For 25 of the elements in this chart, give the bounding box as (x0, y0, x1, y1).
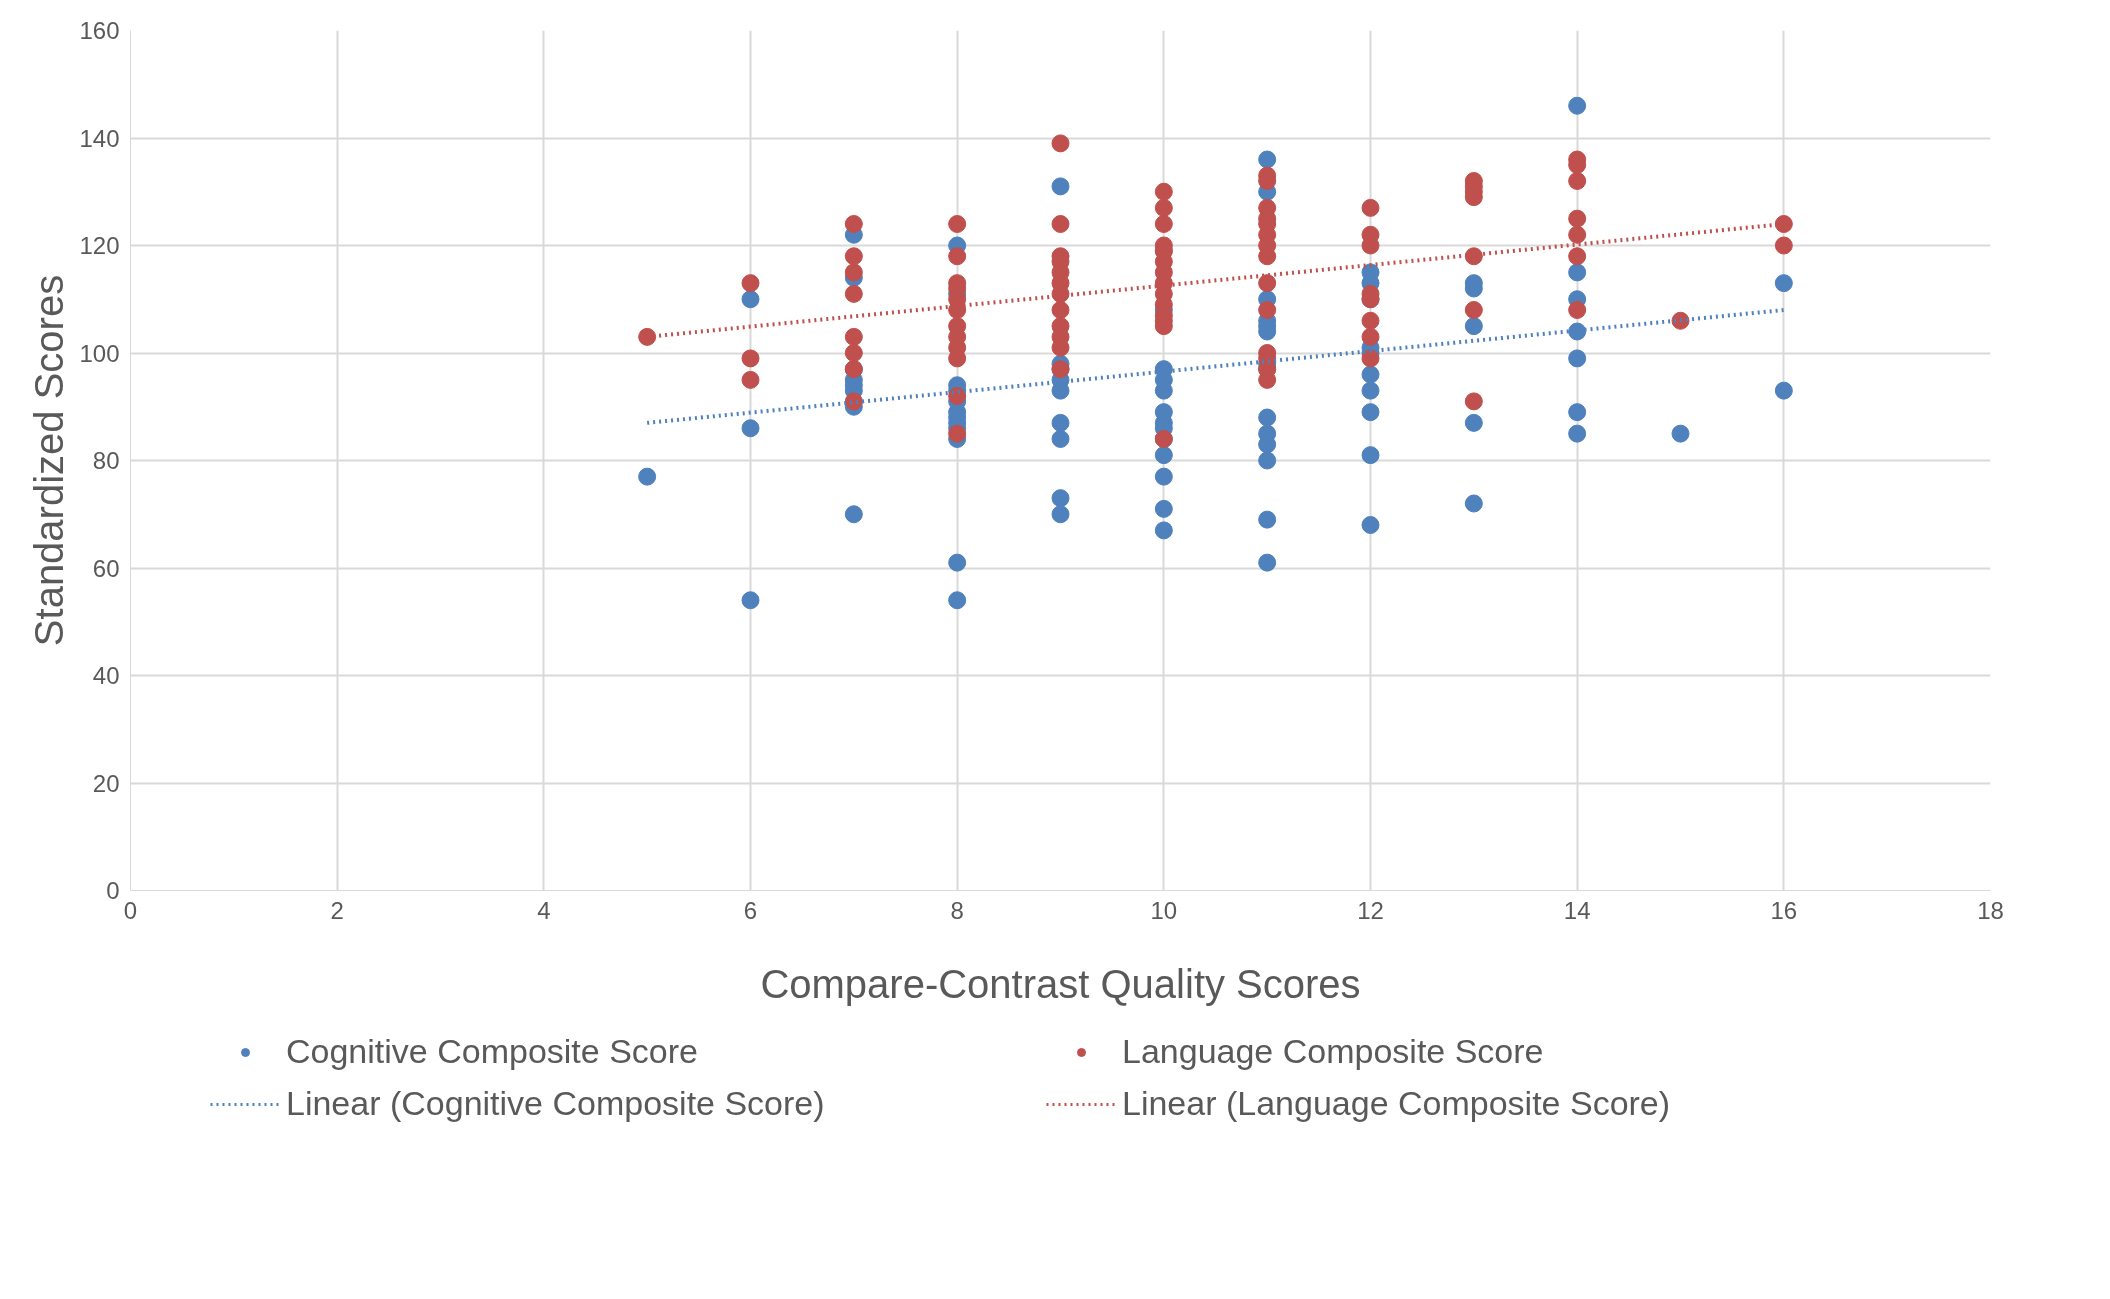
legend-label: Language Composite Score (1122, 1032, 1545, 1071)
y-tick-label: 20 (92, 769, 120, 797)
y-tick-label: 40 (92, 662, 120, 689)
y-tick-label: 100 (79, 339, 120, 367)
x-tick-label: 14 (1563, 896, 1591, 924)
y-axis-title: Standardized Scores (27, 274, 72, 647)
y-tick-label: 160 (79, 17, 120, 44)
x-tick-label: 8 (950, 896, 964, 924)
y-tick-label: 120 (79, 232, 120, 259)
x-axis-title: Compare-Contrast Quality Scores (760, 961, 1361, 1006)
y-tick-label: 0 (106, 877, 120, 904)
y-tick-label: 60 (92, 554, 120, 582)
x-tick-label: 0 (123, 896, 138, 924)
legend-label: Cognitive Composite Score (286, 1032, 699, 1071)
x-tick-label: 12 (1357, 896, 1384, 924)
x-tick-label: 16 (1770, 896, 1798, 924)
x-tick-label: 4 (537, 896, 551, 924)
y-tick-label: 80 (92, 447, 120, 474)
legend-label: Linear (Cognitive Composite Score) (286, 1084, 826, 1123)
y-tick-label: 140 (79, 124, 120, 152)
x-tick-label: 6 (743, 896, 758, 924)
x-tick-label: 10 (1150, 896, 1178, 924)
legend-label: Linear (Language Composite Score) (1122, 1084, 1672, 1123)
x-tick-label: 18 (1977, 896, 2004, 924)
x-tick-label: 2 (330, 896, 344, 924)
